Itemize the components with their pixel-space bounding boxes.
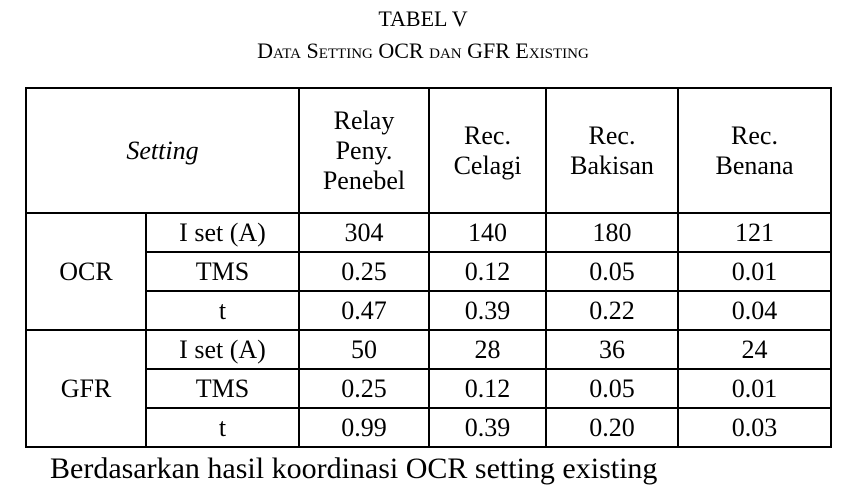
corner-header: Setting bbox=[25, 87, 300, 214]
table-title: TABEL V bbox=[378, 6, 468, 31]
value-cell: 50 bbox=[298, 329, 430, 370]
value-cell: 24 bbox=[677, 329, 832, 370]
value-cell: 0.39 bbox=[428, 290, 547, 331]
group-label: OCR bbox=[25, 212, 147, 331]
param-cell: I set (A) bbox=[145, 212, 300, 253]
value-cell: 0.20 bbox=[545, 407, 679, 448]
body-text: Berdasarkan hasil koordinasi OCR setting… bbox=[50, 452, 658, 485]
value-cell: 28 bbox=[428, 329, 547, 370]
value-cell: 0.01 bbox=[677, 251, 832, 292]
column-header: Rec. Bakisan bbox=[545, 87, 679, 214]
value-cell: 0.12 bbox=[428, 251, 547, 292]
group-label: GFR bbox=[25, 329, 147, 448]
value-cell: 180 bbox=[545, 212, 679, 253]
value-cell: 140 bbox=[428, 212, 547, 253]
value-cell: 304 bbox=[298, 212, 430, 253]
value-cell: 0.39 bbox=[428, 407, 547, 448]
column-header: Relay Peny. Penebel bbox=[298, 87, 430, 214]
table-row: TMS 0.25 0.12 0.05 0.01 bbox=[26, 251, 832, 292]
value-cell: 0.01 bbox=[677, 368, 832, 409]
value-cell: 0.04 bbox=[677, 290, 832, 331]
param-cell: I set (A) bbox=[145, 329, 300, 370]
table-subtitle: Data Setting OCR dan GFR Existing bbox=[257, 38, 589, 63]
value-cell: 0.12 bbox=[428, 368, 547, 409]
value-cell: 0.99 bbox=[298, 407, 430, 448]
value-cell: 0.03 bbox=[677, 407, 832, 448]
value-cell: 0.25 bbox=[298, 368, 430, 409]
value-cell: 0.47 bbox=[298, 290, 430, 331]
param-cell: t bbox=[145, 290, 300, 331]
value-cell: 0.25 bbox=[298, 251, 430, 292]
table-row: t 0.99 0.39 0.20 0.03 bbox=[26, 407, 832, 448]
value-cell: 121 bbox=[677, 212, 832, 253]
param-cell: TMS bbox=[145, 251, 300, 292]
column-header: Rec. Celagi bbox=[428, 87, 547, 214]
table-row: GFR I set (A) 50 28 36 24 bbox=[25, 329, 832, 448]
settings-table: Setting Relay Peny. Penebel Rec. Celagi Rec… bbox=[25, 87, 832, 448]
value-cell: 0.22 bbox=[545, 290, 679, 331]
param-cell: TMS bbox=[145, 368, 300, 409]
value-cell: 0.05 bbox=[545, 368, 679, 409]
value-cell: 0.05 bbox=[545, 251, 679, 292]
param-cell: t bbox=[145, 407, 300, 448]
value-cell: 36 bbox=[545, 329, 679, 370]
table-row: TMS 0.25 0.12 0.05 0.01 bbox=[26, 368, 832, 409]
column-header: Rec. Benana bbox=[677, 87, 832, 214]
table-row: OCR I set (A) 304 140 180 121 bbox=[25, 212, 832, 331]
header-row: Setting Relay Peny. Penebel Rec. Celagi Rec… bbox=[25, 87, 832, 214]
table-row: t 0.47 0.39 0.22 0.04 bbox=[26, 290, 832, 331]
